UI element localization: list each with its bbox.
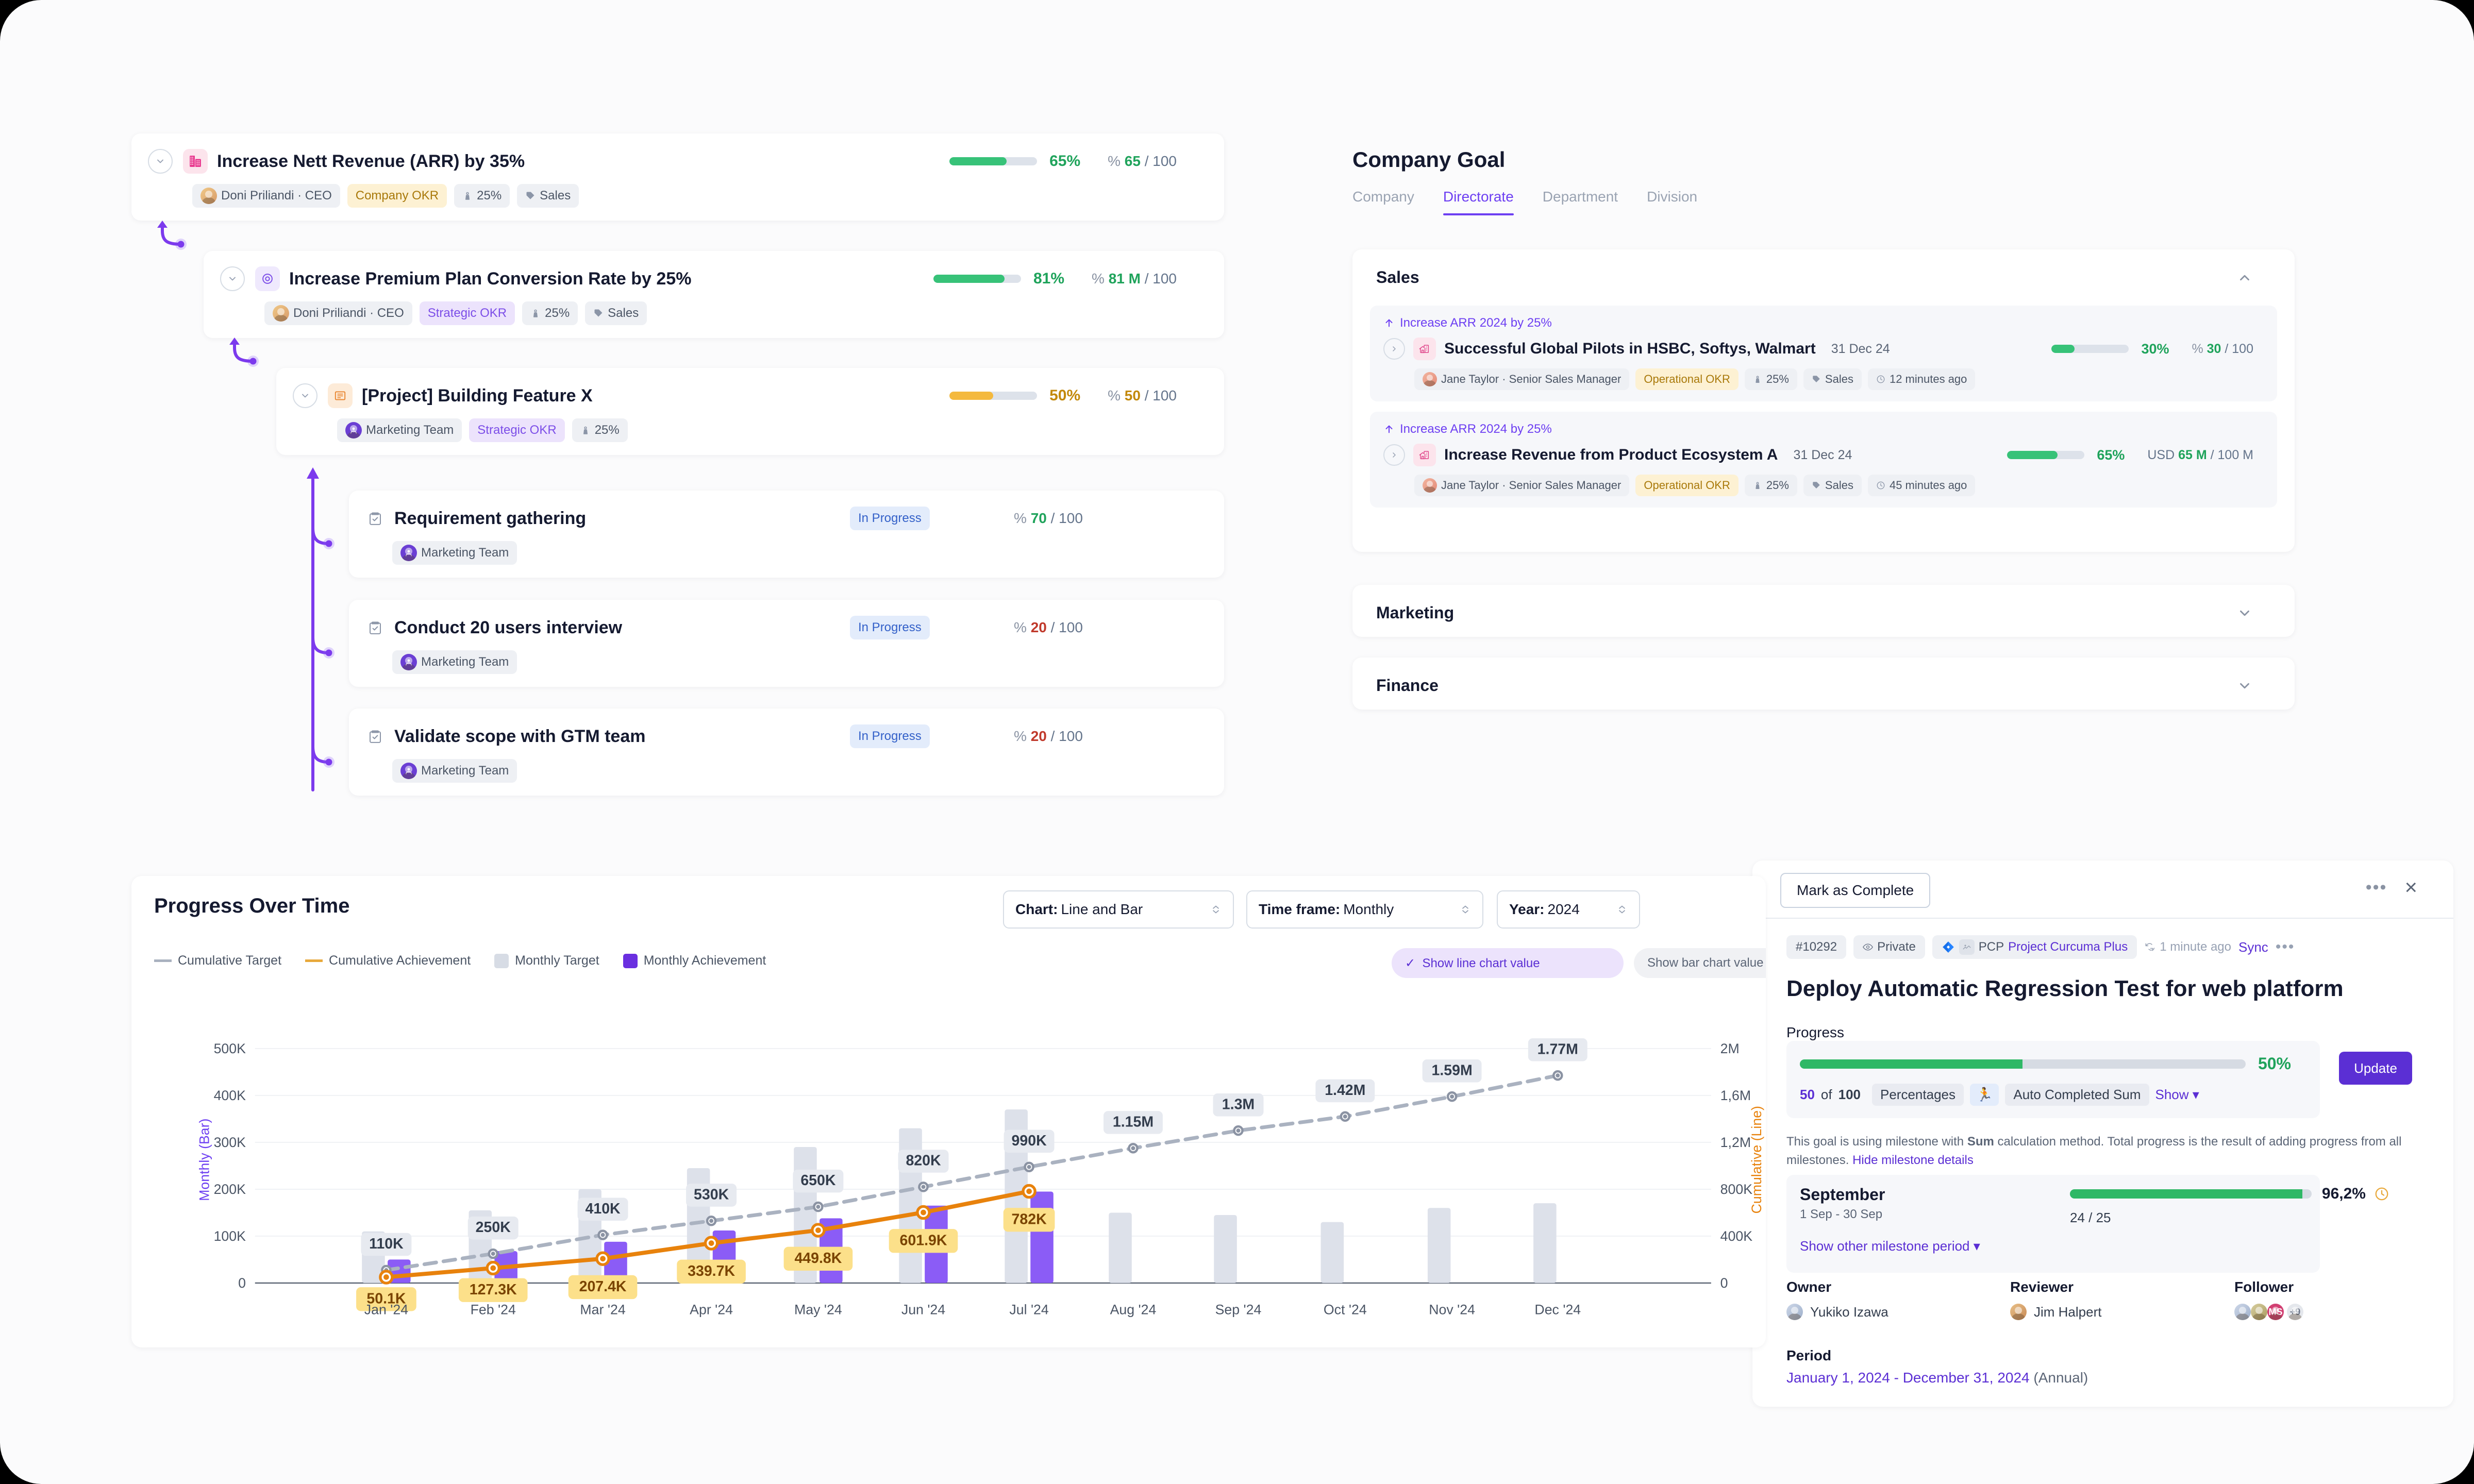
svg-text:339.7K: 339.7K <box>688 1263 735 1279</box>
svg-text:2M: 2M <box>1720 1041 1740 1056</box>
svg-text:Jun '24: Jun '24 <box>901 1302 945 1318</box>
svg-text:127.3K: 127.3K <box>470 1281 517 1298</box>
svg-text:782K: 782K <box>1012 1211 1047 1227</box>
svg-text:1.77M: 1.77M <box>1537 1041 1578 1057</box>
svg-text:110K: 110K <box>369 1236 404 1252</box>
svg-text:Mar '24: Mar '24 <box>580 1302 625 1318</box>
svg-text:1,2M: 1,2M <box>1720 1135 1751 1150</box>
svg-text:1.42M: 1.42M <box>1325 1082 1365 1099</box>
svg-text:Nov '24: Nov '24 <box>1429 1302 1475 1318</box>
svg-text:0: 0 <box>238 1275 246 1291</box>
svg-text:207.4K: 207.4K <box>579 1278 627 1295</box>
svg-text:500K: 500K <box>214 1041 246 1056</box>
svg-text:820K: 820K <box>906 1153 941 1169</box>
svg-text:Cumulative (Line): Cumulative (Line) <box>1749 1106 1764 1213</box>
svg-text:1.3M: 1.3M <box>1222 1096 1255 1112</box>
svg-text:250K: 250K <box>476 1219 511 1236</box>
svg-text:Sep '24: Sep '24 <box>1215 1302 1262 1318</box>
svg-text:May '24: May '24 <box>794 1302 842 1318</box>
svg-text:Jul '24: Jul '24 <box>1009 1302 1049 1318</box>
svg-text:400K: 400K <box>214 1088 246 1103</box>
svg-text:Apr '24: Apr '24 <box>690 1302 733 1318</box>
svg-text:300K: 300K <box>214 1135 246 1150</box>
svg-text:601.9K: 601.9K <box>900 1232 947 1249</box>
svg-text:Feb '24: Feb '24 <box>471 1302 516 1318</box>
svg-text:Jan '24: Jan '24 <box>364 1302 408 1318</box>
svg-text:0: 0 <box>1720 1275 1728 1291</box>
svg-text:1,6M: 1,6M <box>1720 1088 1751 1103</box>
svg-text:990K: 990K <box>1012 1133 1047 1149</box>
svg-text:Dec '24: Dec '24 <box>1534 1302 1581 1318</box>
svg-text:100K: 100K <box>214 1228 246 1244</box>
svg-text:1.59M: 1.59M <box>1432 1062 1473 1078</box>
svg-text:800K: 800K <box>1720 1182 1753 1197</box>
svg-text:410K: 410K <box>585 1201 621 1217</box>
svg-text:530K: 530K <box>694 1186 729 1203</box>
svg-text:449.8K: 449.8K <box>794 1250 842 1267</box>
svg-text:1.15M: 1.15M <box>1113 1114 1154 1130</box>
svg-text:Aug '24: Aug '24 <box>1110 1302 1157 1318</box>
svg-text:650K: 650K <box>800 1172 836 1189</box>
svg-text:400K: 400K <box>1720 1228 1753 1244</box>
svg-text:Oct '24: Oct '24 <box>1324 1302 1367 1318</box>
svg-text:Monthly (Bar): Monthly (Bar) <box>197 1119 212 1201</box>
svg-text:200K: 200K <box>214 1182 246 1197</box>
